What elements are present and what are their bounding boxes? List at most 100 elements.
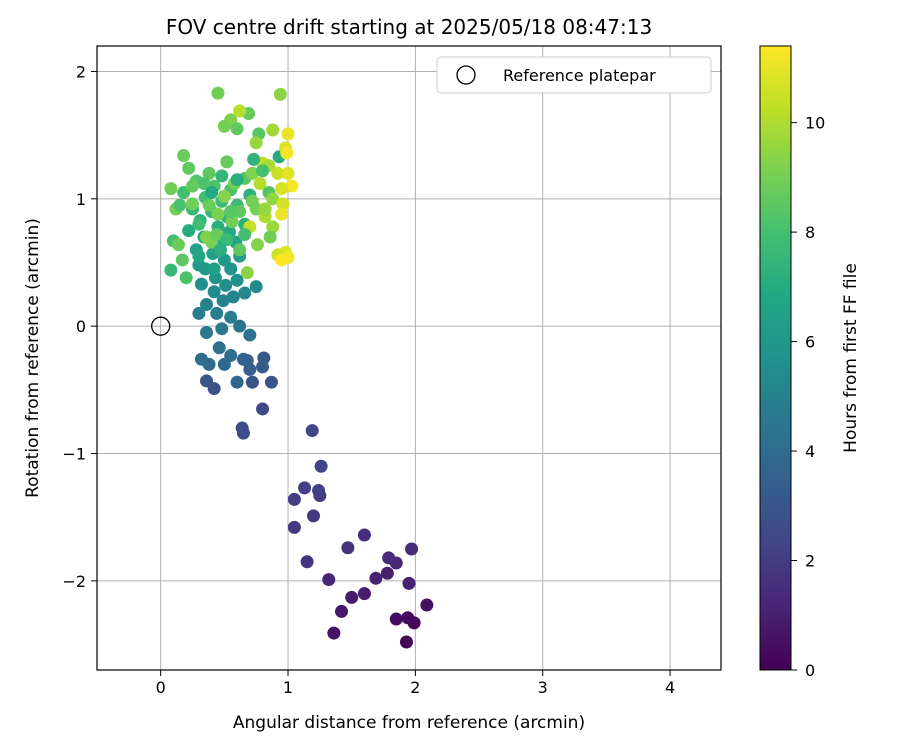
data-point	[238, 227, 252, 241]
data-point	[172, 238, 186, 252]
data-point	[217, 253, 231, 267]
data-point	[192, 249, 206, 263]
data-point	[357, 528, 371, 542]
data-point	[399, 635, 413, 649]
data-point	[369, 571, 383, 585]
data-point	[220, 155, 234, 169]
data-point	[224, 310, 238, 324]
data-point	[240, 266, 254, 280]
data-point	[287, 492, 301, 506]
data-points	[164, 86, 434, 649]
data-point	[197, 177, 211, 191]
data-point	[186, 197, 200, 211]
legend-marker	[456, 65, 476, 85]
data-point	[164, 182, 178, 196]
colorbar: 0 2 4 6 8 10 Hours from first FF file	[759, 45, 861, 680]
data-point	[314, 459, 328, 473]
data-point	[250, 238, 264, 252]
data-point	[281, 127, 295, 141]
data-point	[217, 189, 231, 203]
data-point	[200, 298, 214, 312]
reference-point	[151, 316, 171, 336]
data-point	[258, 202, 272, 216]
data-point	[266, 192, 280, 206]
data-point	[225, 215, 239, 229]
data-point	[357, 587, 371, 601]
data-point	[275, 207, 289, 221]
data-point	[341, 541, 355, 555]
data-point	[233, 243, 247, 257]
data-point	[263, 230, 277, 244]
data-point	[220, 233, 234, 247]
data-point	[200, 374, 214, 388]
data-point	[285, 179, 299, 193]
colorbar-tick-label: 0	[805, 661, 815, 680]
x-tick-label: 2	[410, 678, 420, 697]
data-point	[327, 626, 341, 640]
data-point	[275, 182, 289, 196]
data-point	[179, 271, 193, 285]
data-point	[192, 306, 206, 320]
data-point	[207, 262, 221, 276]
x-tick-label: 1	[283, 678, 293, 697]
colorbar-tick-label: 4	[805, 442, 815, 461]
y-axis-ticks: −2 −1 0 1 2	[62, 62, 97, 591]
data-point	[256, 360, 270, 374]
data-point	[214, 243, 228, 257]
x-tick-label: 4	[665, 678, 675, 697]
data-point	[281, 166, 295, 180]
data-point	[245, 166, 259, 180]
data-point	[306, 509, 320, 523]
data-point	[401, 611, 415, 625]
data-point	[217, 119, 231, 133]
data-point	[173, 198, 187, 212]
colorbar-tick-label: 10	[805, 114, 825, 133]
data-point	[264, 375, 278, 389]
y-tick-label: −2	[62, 572, 86, 591]
data-point	[192, 258, 206, 272]
data-point	[256, 402, 270, 416]
data-point	[405, 542, 419, 556]
data-point	[233, 104, 247, 118]
grid-lines	[97, 46, 721, 670]
colorbar-tick-label: 8	[805, 223, 815, 242]
chart-title: FOV centre drift starting at 2025/05/18 …	[166, 15, 652, 39]
data-point	[249, 136, 263, 150]
y-tick-label: 1	[76, 190, 86, 209]
data-point	[202, 198, 216, 212]
data-point	[230, 375, 244, 389]
data-point	[243, 328, 257, 342]
data-point	[245, 194, 259, 208]
data-point	[205, 185, 219, 199]
data-point	[382, 551, 396, 565]
data-point	[211, 207, 225, 221]
x-tick-label: 3	[538, 678, 548, 697]
data-point	[194, 352, 208, 366]
data-point	[273, 87, 287, 101]
data-point	[300, 555, 314, 569]
data-point	[175, 253, 189, 267]
data-point	[210, 227, 224, 241]
data-point	[230, 173, 244, 187]
data-point	[236, 426, 250, 440]
colorbar-tick-label: 6	[805, 333, 815, 352]
y-axis-label: Rotation from reference (arcmin)	[23, 218, 43, 498]
data-point	[335, 604, 349, 618]
data-point	[200, 230, 214, 244]
x-axis-ticks: 0 1 2 3 4	[156, 670, 675, 697]
x-axis-label: Angular distance from reference (arcmin)	[233, 713, 585, 733]
data-point	[216, 294, 230, 308]
data-point	[238, 286, 252, 300]
colorbar-gradient	[759, 45, 792, 671]
data-point	[215, 322, 229, 336]
colorbar-ticks: 0 2 4 6 8 10	[791, 114, 825, 680]
data-point	[275, 253, 289, 267]
data-point	[271, 166, 285, 180]
legend: Reference platepar	[436, 56, 712, 94]
legend-label: Reference platepar	[503, 66, 656, 85]
data-point	[230, 122, 244, 136]
colorbar-label: Hours from first FF file	[841, 263, 861, 453]
legend-box	[436, 56, 712, 94]
data-point	[245, 375, 259, 389]
